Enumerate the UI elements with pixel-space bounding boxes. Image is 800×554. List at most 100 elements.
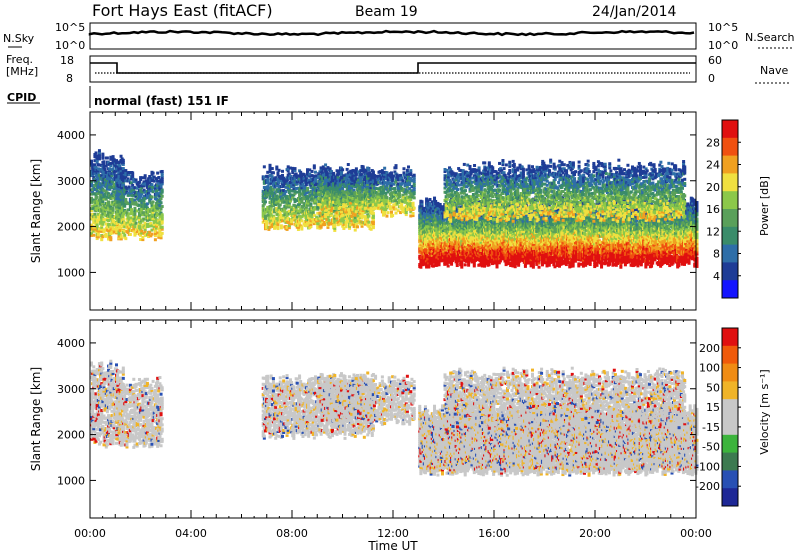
echo-cell [93, 171, 97, 175]
echo-cell [270, 177, 274, 181]
echo-cell [267, 213, 271, 217]
echo-cell [266, 191, 270, 195]
echo-cell [145, 183, 149, 187]
echo-cell [309, 212, 313, 216]
echo-cell [274, 196, 278, 200]
echo-cell [160, 217, 164, 221]
echo-cell [290, 222, 294, 226]
echo-cell [268, 225, 272, 229]
echo-cell [96, 200, 100, 204]
echo-cell [159, 234, 163, 238]
echo-cell [93, 188, 97, 192]
echo-cell [145, 214, 149, 218]
echo-cell [296, 205, 300, 209]
echo-cell [152, 218, 156, 222]
echo-cell [90, 169, 93, 173]
echo-cell [277, 168, 281, 172]
nsky-frame [89, 22, 697, 50]
echo-cell [283, 200, 287, 204]
echo-cell [261, 210, 265, 214]
echo-cell [160, 188, 164, 192]
echo-cell [298, 192, 302, 196]
echo-cell [293, 167, 297, 171]
echo-cell [94, 165, 98, 169]
freq-panel: Freq. [MHz] 18 8 60 0 Nave [6, 53, 790, 85]
echo-cell [307, 203, 311, 207]
echo-cell [109, 236, 113, 240]
echo-cell [303, 184, 307, 188]
freq-frame [89, 55, 697, 83]
echo-cell [284, 185, 288, 189]
echo-cell [128, 222, 132, 226]
echo-cell [131, 202, 135, 206]
echo-cell [156, 223, 160, 227]
echo-cell [346, 163, 350, 167]
echo-cell [118, 204, 122, 208]
echo-cell [279, 226, 283, 230]
echo-cell [148, 174, 152, 178]
echo-cell [149, 221, 153, 225]
echo-cell [284, 189, 288, 193]
echo-cell [91, 173, 95, 177]
nsearch-tick-bottom: 10^0 [708, 39, 738, 52]
echo-cell [147, 187, 151, 191]
echo-cell [132, 179, 136, 183]
echo-cell [301, 209, 305, 213]
echo-cell [95, 237, 99, 241]
date-title: 24/Jan/2014 [592, 4, 677, 20]
echo-cell [312, 222, 316, 226]
echo-cell [298, 220, 302, 224]
echo-cell [143, 227, 147, 231]
echo-cell [155, 226, 159, 230]
echo-cell [112, 183, 116, 187]
echo-cell [300, 200, 304, 204]
echo-cell [316, 224, 320, 228]
echo-cell [298, 194, 302, 198]
echo-cell [95, 160, 99, 164]
echo-cell [152, 204, 156, 208]
echo-cell [160, 213, 164, 217]
echo-cell [319, 225, 323, 229]
echo-cell [158, 204, 162, 208]
echo-cell [96, 233, 100, 237]
echo-cell [274, 198, 278, 202]
echo-cell [102, 170, 106, 174]
echo-cell [149, 234, 153, 238]
echo-cell [96, 202, 100, 206]
echo-cell [287, 191, 291, 195]
echo-cell [320, 220, 324, 224]
echo-cell [160, 205, 164, 209]
echo-cell [131, 183, 135, 187]
echo-cell [328, 167, 332, 171]
echo-cell [96, 171, 100, 175]
echo-cell [268, 219, 272, 223]
echo-cell [92, 233, 96, 237]
echo-cell [285, 225, 289, 229]
echo-cell [359, 173, 363, 177]
echo-cell [127, 218, 131, 222]
echo-cell [93, 159, 97, 163]
echo-cell [95, 187, 99, 191]
echo-cell [261, 193, 265, 197]
echo-cell [122, 212, 126, 216]
echo-cell [156, 206, 160, 210]
echo-cell [111, 155, 115, 159]
echo-cell [140, 208, 144, 212]
echo-cell [312, 197, 316, 201]
echo-cell [303, 197, 307, 201]
echo-cell [276, 202, 280, 206]
echo-cell [139, 178, 143, 182]
echo-cell [118, 187, 122, 191]
echo-cell [350, 171, 354, 175]
echo-cell [143, 174, 147, 178]
echo-cell [283, 209, 287, 213]
echo-cell [104, 232, 108, 236]
echo-cell [315, 219, 319, 223]
echo-cell [274, 176, 278, 180]
echo-cell [293, 177, 297, 181]
echo-cell [139, 176, 143, 180]
echo-cell [122, 195, 126, 199]
echo-cell [144, 204, 148, 208]
echo-cell [91, 188, 95, 192]
echo-cell [127, 187, 131, 191]
